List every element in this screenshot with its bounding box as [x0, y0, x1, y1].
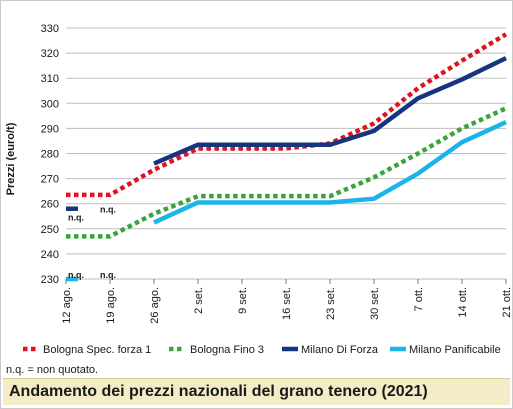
y-tick-label: 260 [41, 199, 59, 211]
y-tick-label: 290 [41, 123, 59, 135]
legend-label-3: Milano Di Forza [301, 344, 379, 356]
y-axis-label: Prezzi (euro/t) [5, 122, 17, 195]
x-tick-label: 7 ott. [413, 287, 425, 311]
legend-label-4: Milano Panificabile [409, 344, 501, 356]
x-tick-label: 19 ago. [105, 287, 117, 324]
y-tick-label: 320 [41, 48, 59, 60]
series-line-2 [66, 106, 507, 239]
x-tick-label: 21 ott. [501, 287, 513, 318]
series-line-1 [66, 32, 508, 198]
x-tick-label: 12 ago. [61, 287, 73, 324]
x-tick-label: 16 set. [281, 287, 293, 320]
y-tick-label: 330 [41, 23, 59, 35]
legend-label-2: Bologna Fino 3 [190, 344, 264, 356]
series-line-4 [153, 120, 507, 225]
title-bar: Andamento dei prezzi nazionali del grano… [3, 378, 510, 405]
nq-label: n.q. [68, 270, 84, 280]
x-tick-label: 14 ott. [457, 287, 469, 318]
x-tick-label: 2 set. [193, 287, 205, 314]
footnote: n.q. = non quotato. [6, 364, 99, 376]
legend: Bologna Spec. forza 1 Bologna Fino 3 Milan… [23, 344, 501, 356]
y-tick-label: 230 [41, 274, 59, 286]
y-tick-label: 310 [41, 73, 59, 85]
gridlines [66, 27, 506, 280]
y-tick-label: 270 [41, 174, 59, 186]
nq-annotations: n.q. n.q. n.q. n.q. [68, 205, 116, 280]
x-tick-label: 9 set. [237, 287, 249, 314]
y-tick-label: 300 [41, 98, 59, 110]
x-axis-ticks: 12 ago. 19 ago. 26 ago. 2 set. 9 set. 16 set.… [61, 279, 513, 324]
chart-title: Andamento dei prezzi nazionali del grano… [9, 383, 428, 400]
nq-label: n.q. [100, 270, 116, 280]
x-tick-label: 23 set. [325, 287, 337, 320]
y-tick-label: 280 [41, 149, 59, 161]
legend-label-1: Bologna Spec. forza 1 [43, 344, 151, 356]
y-tick-label: 240 [41, 249, 59, 261]
series-lines [66, 32, 508, 282]
nq-label: n.q. [68, 212, 84, 222]
line-chart: 230 240 250 260 270 280 290 300 310 320 330 12 ago… [5, 23, 513, 356]
y-axis-ticks: 230 240 250 260 270 280 290 300 310 320 330 [41, 23, 59, 286]
series-line-3 [153, 56, 507, 166]
x-tick-label: 26 ago. [149, 287, 161, 324]
nq-label: n.q. [100, 205, 116, 215]
x-tick-label: 30 set. [369, 287, 381, 320]
y-tick-label: 250 [41, 224, 59, 236]
